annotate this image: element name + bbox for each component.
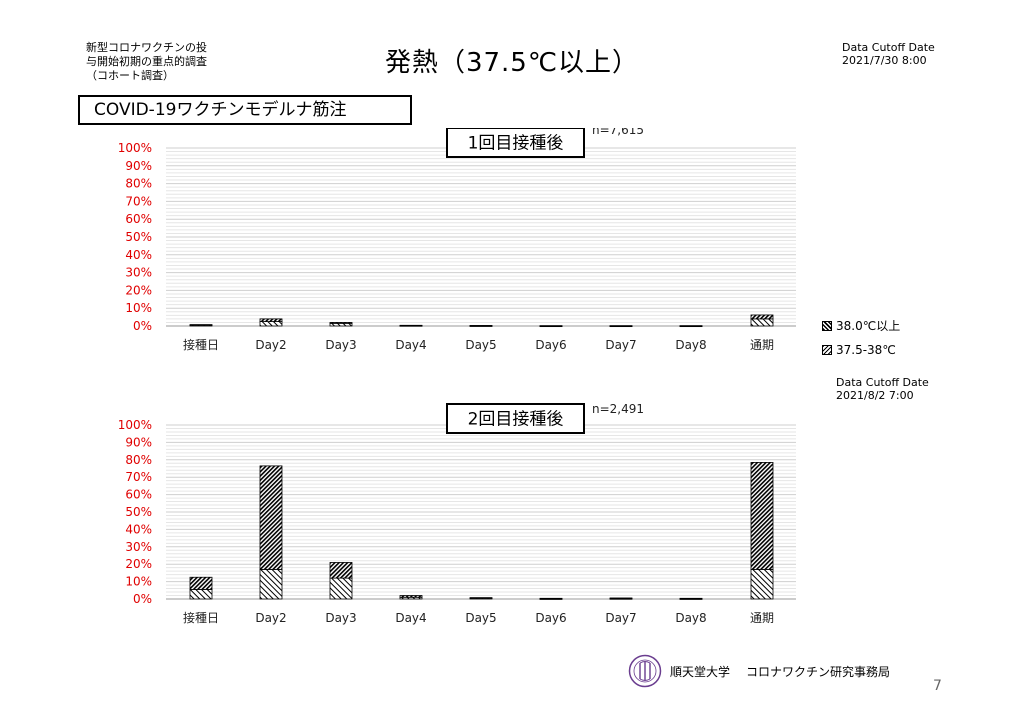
x-tick-label: Day3	[325, 338, 356, 352]
chart-title-box	[446, 128, 585, 158]
y-tick-label: 80%	[125, 453, 152, 467]
bar-light	[750, 569, 774, 600]
y-tick-label: 90%	[125, 435, 152, 449]
bar-dense	[679, 597, 703, 600]
x-tick-label: Day6	[535, 611, 566, 625]
legend-label-light: 37.5-38℃	[836, 343, 896, 357]
bar-dense	[469, 325, 493, 327]
legend-swatch-light	[822, 345, 832, 355]
cutoff-bottom-date: 2021/8/2 7:00	[836, 389, 914, 402]
bar-dense	[750, 314, 774, 320]
chart-title: 2回目接種後	[468, 410, 564, 430]
x-tick-label: Day2	[255, 611, 286, 625]
y-tick-label: 100%	[118, 418, 152, 432]
y-tick-label: 10%	[125, 575, 152, 589]
x-tick-label: Day8	[675, 338, 706, 352]
header-left-line-2: 与開始初期の重点的調査	[86, 55, 207, 68]
bar-dense	[609, 597, 633, 600]
cutoff-bottom: Data Cutoff Date 2021/8/2 7:00	[836, 376, 929, 402]
bar-dense	[750, 462, 774, 570]
y-tick-label: 0%	[133, 592, 152, 606]
bar-dense	[259, 465, 283, 570]
university-seal-icon	[628, 654, 662, 688]
y-tick-label: 50%	[125, 230, 152, 244]
y-tick-label: 100%	[118, 141, 152, 155]
legend: 38.0℃以上 37.5-38℃	[822, 314, 900, 362]
bar-light	[259, 321, 283, 327]
bar-dense	[189, 576, 213, 590]
y-tick-label: 40%	[125, 522, 152, 536]
y-tick-label: 20%	[125, 283, 152, 297]
header-left-line-1: 新型コロナワクチンの投	[86, 41, 207, 54]
chart-title: 1回目接種後	[468, 134, 564, 154]
legend-item-dense: 38.0℃以上	[822, 314, 900, 338]
x-tick-label: 通期	[750, 338, 774, 352]
y-tick-label: 20%	[125, 557, 152, 571]
x-tick-label: Day7	[605, 611, 636, 625]
legend-swatch-dense	[822, 321, 832, 331]
y-tick-label: 70%	[125, 194, 152, 208]
bar-light	[329, 322, 353, 327]
y-tick-label: 30%	[125, 540, 152, 554]
bar-dense	[469, 597, 493, 599]
footer: 順天堂大学 コロナワクチン研究事務局	[628, 654, 890, 688]
cutoff-bottom-label: Data Cutoff Date	[836, 376, 929, 389]
footer-org: 順天堂大学	[670, 664, 731, 679]
x-tick-label: Day4	[395, 611, 426, 625]
y-tick-label: 80%	[125, 177, 152, 191]
chart-first-dose: 0% 10% 20% 30% 40% 50% 60% 70% 80% 90% 100% 接種日 Day2…	[118, 128, 796, 352]
bar-light	[259, 569, 283, 600]
sample-size-label: n=7,615	[592, 128, 644, 137]
cutoff-top-date: 2021/7/30 8:00	[842, 54, 927, 67]
bar-dense	[679, 325, 703, 327]
x-tick-label: Day6	[535, 338, 566, 352]
x-tick-label: Day7	[605, 338, 636, 352]
cutoff-top: Data Cutoff Date 2021/7/30 8:00	[842, 41, 935, 67]
y-tick-label: 30%	[125, 266, 152, 280]
chart-second-dose: 0% 10% 20% 30% 40% 50% 60% 70% 80% 90% 100% 接種日 Day2…	[118, 402, 796, 625]
x-tick-label: 接種日	[183, 610, 219, 625]
x-tick-label: Day5	[465, 611, 496, 625]
bar-dense	[329, 562, 353, 579]
y-tick-label: 0%	[133, 319, 152, 333]
y-tick-label: 10%	[125, 301, 152, 315]
y-tick-label: 60%	[125, 212, 152, 226]
y-tick-label: 90%	[125, 159, 152, 173]
header-left-line-3: （コホート調査）	[86, 69, 174, 82]
bar-light	[189, 589, 213, 600]
bar-dense	[259, 318, 283, 322]
x-tick-label: Day4	[395, 338, 426, 352]
bar-dense	[539, 325, 563, 327]
x-tick-label: Day8	[675, 611, 706, 625]
x-tick-label: 通期	[750, 611, 774, 625]
x-tick-label: Day3	[325, 611, 356, 625]
footer-office: コロナワクチン研究事務局	[746, 664, 891, 679]
legend-item-light: 37.5-38℃	[822, 338, 900, 362]
bar-light	[329, 577, 353, 600]
y-tick-label: 70%	[125, 470, 152, 484]
bar-dense	[609, 325, 633, 327]
y-tick-label: 60%	[125, 488, 152, 502]
page-number: 7	[933, 678, 942, 694]
cutoff-top-label: Data Cutoff Date	[842, 41, 935, 54]
x-tick-label: 接種日	[183, 337, 219, 352]
y-tick-label: 40%	[125, 248, 152, 262]
bar-light	[750, 318, 774, 327]
bar-dense	[329, 322, 353, 324]
bar-dense	[539, 597, 563, 600]
page-title: 発熱（37.5℃以上）	[384, 48, 640, 78]
bar-dense	[399, 595, 423, 598]
bar-dense	[189, 324, 213, 326]
sample-size-label: n=2,491	[592, 402, 644, 416]
chart-title-box	[446, 403, 585, 434]
header-left-text: 新型コロナワクチンの投 与開始初期の重点的調査 （コホート調査）	[86, 41, 207, 83]
y-tick-label: 50%	[125, 505, 152, 519]
x-tick-label: Day2	[255, 338, 286, 352]
bar-dense	[399, 324, 423, 327]
legend-label-dense: 38.0℃以上	[836, 319, 901, 333]
x-tick-label: Day5	[465, 338, 496, 352]
vaccine-subtitle: COVID-19ワクチンモデルナ筋注	[78, 95, 412, 125]
